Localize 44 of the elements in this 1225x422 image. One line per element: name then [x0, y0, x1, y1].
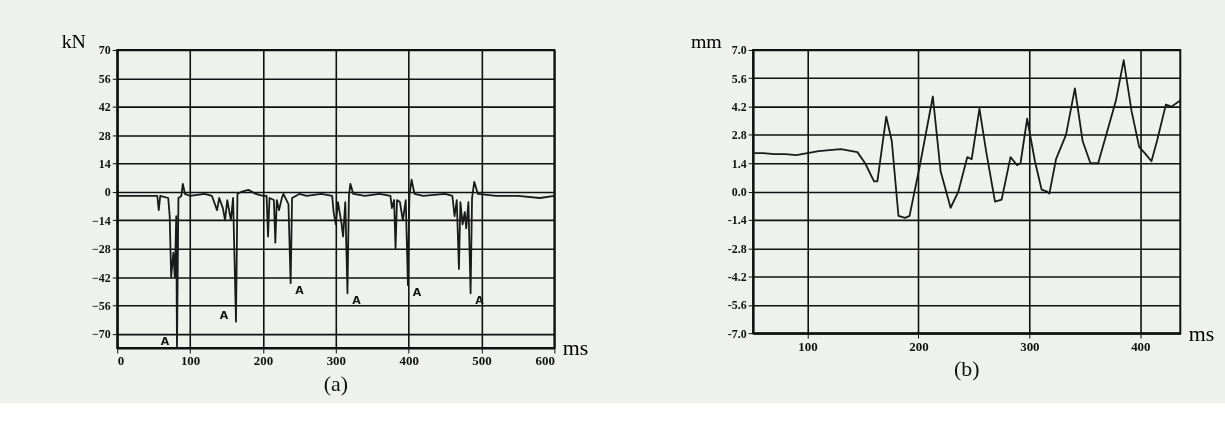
- y-axis-title: mm: [690, 30, 723, 53]
- y-tick-label: 5.6: [731, 71, 747, 86]
- annotation: A: [295, 284, 305, 298]
- text: (b): [953, 356, 980, 381]
- y-axis-title: kN: [61, 30, 86, 53]
- x-axis-title: ms: [562, 336, 589, 361]
- y-tick-label: −56: [92, 298, 111, 313]
- x-tick-label: 100: [180, 353, 201, 369]
- annotation: A: [160, 335, 170, 349]
- text: (a): [323, 371, 348, 396]
- x-axis-title: ms: [1188, 321, 1215, 346]
- y-tick-label: -4.2: [727, 269, 747, 284]
- y-tick-label: 70: [98, 43, 111, 58]
- y-tick-label: −14: [92, 213, 111, 228]
- x-tick-label: 0: [117, 353, 125, 369]
- y-tick-label: 14: [98, 157, 111, 171]
- annotation: A: [412, 286, 422, 300]
- x-tick-label: 600: [535, 353, 555, 369]
- y-tick-label: −70: [92, 327, 111, 342]
- y-tick-label: 42: [98, 100, 111, 115]
- y-tick-label: -1.4: [727, 213, 747, 228]
- y-tick-label: 28: [98, 128, 111, 143]
- y-tick-label: −42: [92, 270, 111, 285]
- y-tick-label: −28: [92, 242, 111, 257]
- annotation: A: [219, 308, 229, 322]
- y-tick-label: 0: [104, 185, 111, 200]
- x-tick-label: 200: [909, 338, 929, 354]
- y-tick-label: 2.8: [731, 128, 747, 143]
- y-tick-label: 56: [98, 71, 111, 86]
- y-tick-label: 1.4: [731, 156, 747, 171]
- y-tick-label: 7.0: [731, 43, 747, 58]
- annotation: A: [352, 294, 362, 308]
- x-tick-label: 400: [399, 353, 419, 369]
- y-tick-label: 4.2: [731, 100, 747, 115]
- y-tick-label: -2.8: [727, 241, 747, 256]
- x-tick-label: 100: [798, 338, 818, 354]
- x-tick-label: 500: [472, 353, 492, 369]
- y-tick-label: 0.0: [731, 185, 747, 200]
- x-tick-label: 400: [1131, 338, 1151, 354]
- y-tick-label: -5.6: [727, 298, 747, 313]
- x-tick-label: 300: [326, 353, 346, 369]
- y-tick-label: -7.0: [727, 326, 747, 341]
- x-tick-label: 300: [1020, 338, 1040, 354]
- x-tick-label: 200: [253, 353, 274, 369]
